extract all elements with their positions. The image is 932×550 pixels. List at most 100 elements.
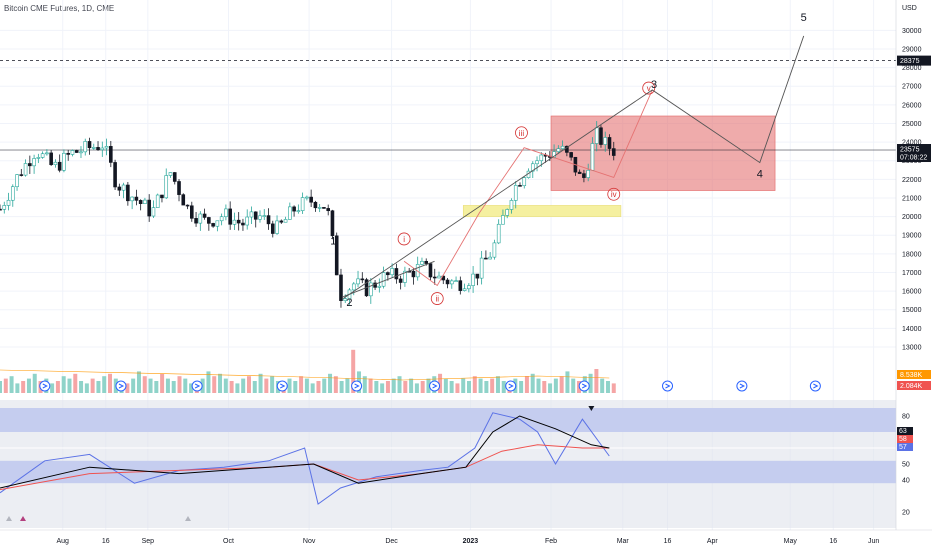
event-icon[interactable]	[662, 380, 674, 392]
candle-body	[224, 208, 228, 218]
rsi-ma-line	[0, 415, 610, 489]
candle-body	[168, 172, 173, 176]
event-icon[interactable]	[115, 380, 127, 392]
candle-body	[454, 280, 458, 282]
candle-body	[577, 171, 582, 174]
volume-bar	[316, 381, 321, 393]
event-icon-ring	[662, 380, 674, 392]
volume-bar	[223, 378, 228, 393]
candle-body	[117, 186, 122, 191]
event-icon-ring	[809, 380, 821, 392]
event-icon-ring	[276, 380, 288, 392]
volume-bar	[374, 381, 379, 393]
volume-bar	[293, 381, 298, 393]
volume-bar	[125, 383, 130, 393]
volume-bar	[495, 376, 500, 393]
volume-up-label: 8.538K	[900, 372, 923, 379]
candle-body	[437, 275, 441, 279]
event-icon[interactable]	[736, 380, 748, 392]
volume-bar	[165, 378, 170, 393]
volume-bar	[368, 378, 373, 393]
candle-body	[236, 219, 241, 224]
volume-bar	[524, 376, 529, 393]
volume-bar	[218, 373, 223, 393]
time-tick-label: Dec	[385, 538, 398, 545]
time-tick-label: Feb	[545, 538, 557, 545]
candle-body	[381, 272, 386, 287]
volume-bar	[67, 378, 72, 393]
candle-body	[219, 216, 224, 222]
event-icon[interactable]	[505, 380, 517, 392]
candle-body	[202, 213, 207, 218]
candle-body	[121, 184, 126, 191]
candle-body	[241, 222, 245, 226]
event-arrow-icon	[42, 383, 48, 389]
candle-body	[32, 158, 36, 167]
candle-body	[113, 162, 117, 188]
candle-body	[151, 207, 156, 217]
candle-body	[10, 186, 15, 201]
candle-body	[530, 163, 535, 172]
candle-body	[245, 216, 250, 226]
candle-body	[317, 207, 322, 209]
volume-bar	[102, 376, 107, 393]
event-icon[interactable]	[39, 380, 51, 392]
candle-body	[432, 276, 437, 279]
candle-body	[288, 206, 292, 220]
volume-bar	[287, 378, 292, 393]
price-tick-label: 19000	[902, 233, 922, 240]
candle-body	[87, 141, 92, 149]
volume-bar	[611, 383, 616, 393]
time-tick-label: Jun	[868, 538, 879, 545]
volume-bar	[328, 373, 333, 393]
candle-body	[479, 257, 484, 279]
price-axis-panel	[896, 0, 932, 550]
time-tick-label: Mar	[617, 538, 630, 545]
event-icon[interactable]	[578, 380, 590, 392]
candle-body	[177, 181, 181, 195]
volume-bar	[73, 373, 78, 393]
volume-bar	[26, 378, 31, 393]
rsi-lower-band	[0, 460, 896, 484]
event-icon[interactable]	[276, 380, 288, 392]
event-icon-ring	[115, 380, 127, 392]
event-icon[interactable]	[809, 380, 821, 392]
volume-bar	[519, 381, 524, 393]
price-tick-label: 18000	[902, 251, 922, 258]
volume-bar	[229, 381, 234, 393]
candle-body	[198, 213, 203, 224]
rsi-tick-label: 20	[902, 510, 910, 517]
volume-bar	[553, 378, 558, 393]
volume-bar	[9, 376, 14, 393]
candle-body	[467, 285, 471, 290]
volume-bar	[148, 378, 153, 393]
event-icon[interactable]	[351, 380, 363, 392]
rsi-value-label: 63	[899, 428, 907, 435]
candle-body	[398, 278, 403, 283]
event-arrow-icon	[813, 383, 819, 389]
candle-body	[471, 273, 475, 286]
volume-bar	[559, 376, 564, 393]
volume-bar	[0, 381, 2, 393]
volume-bar	[90, 378, 95, 393]
event-icon[interactable]	[191, 380, 203, 392]
candle-body	[138, 200, 143, 204]
volume-bar	[310, 383, 315, 393]
time-tick-label: Nov	[303, 538, 316, 545]
event-arrow-icon	[665, 383, 671, 389]
event-icon[interactable]	[429, 380, 441, 392]
volume-bar	[484, 381, 489, 393]
volume-bar	[264, 378, 269, 393]
candle-body	[53, 161, 58, 165]
time-tick-label: May	[784, 538, 798, 545]
event-arrow-icon	[194, 383, 201, 389]
wave-path-segment	[343, 260, 435, 298]
wave-label: 2	[346, 297, 352, 309]
candle-body	[190, 205, 194, 219]
price-tick-label: 30000	[902, 28, 922, 35]
event-icon-ring	[39, 380, 51, 392]
volume-bar	[270, 376, 275, 393]
wave-label: 1	[330, 236, 336, 248]
price-tick-label: 17000	[902, 270, 922, 277]
